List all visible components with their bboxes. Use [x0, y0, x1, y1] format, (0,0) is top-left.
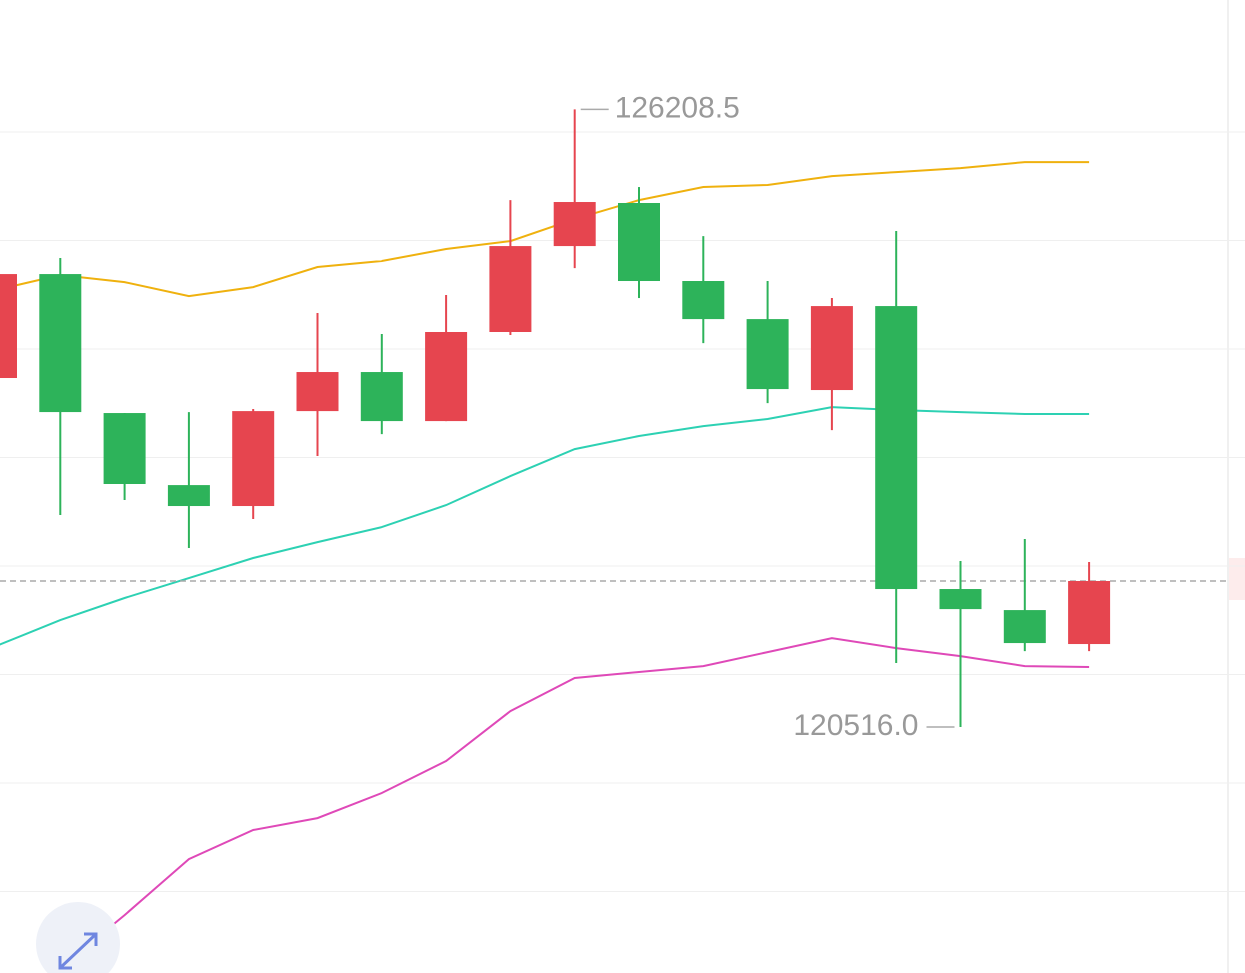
- candle-body: [103, 413, 146, 485]
- annotation-label: 120516.0: [793, 709, 918, 742]
- candle-body: [810, 306, 853, 391]
- candle-body: [0, 274, 17, 379]
- band-line: [0, 161, 1090, 298]
- candle-body: [296, 372, 339, 412]
- annotation-label: 126208.5: [615, 91, 740, 124]
- candle: [360, 334, 403, 435]
- candle: [425, 295, 468, 422]
- plot-area: 126208.5 120516.0: [0, 91, 1245, 969]
- candle-body: [1068, 581, 1111, 645]
- candle-body: [875, 306, 918, 590]
- candle: [875, 230, 918, 664]
- candle-body: [489, 246, 532, 333]
- candle: [489, 200, 532, 336]
- candle: [0, 274, 17, 379]
- candle-body: [618, 202, 660, 282]
- zoom-icon[interactable]: [58, 932, 98, 970]
- candle: [167, 412, 210, 549]
- candle-body: [682, 281, 725, 320]
- candle-body: [425, 332, 468, 422]
- zoom-button[interactable]: [36, 902, 120, 973]
- band-line: [0, 406, 1090, 646]
- candle-body: [39, 274, 82, 413]
- candle-body: [553, 202, 596, 247]
- candle: [810, 298, 853, 431]
- band-line: [59, 637, 1090, 969]
- candle: [618, 187, 660, 299]
- candle: [1003, 539, 1046, 652]
- candle: [39, 258, 82, 516]
- candle: [296, 313, 339, 457]
- candle-body: [232, 411, 275, 507]
- candle-body: [360, 372, 403, 422]
- candle-body: [746, 319, 789, 390]
- candle: [103, 413, 146, 501]
- candle: [553, 109, 596, 269]
- candle: [682, 236, 725, 344]
- zoom-button-bg[interactable]: [36, 902, 120, 973]
- price-tag: [1229, 558, 1245, 600]
- candle-body: [1003, 610, 1046, 644]
- candle: [1068, 562, 1111, 652]
- candle: [746, 281, 789, 404]
- candle-body: [167, 485, 210, 507]
- candle: [232, 409, 275, 520]
- candle: [939, 561, 982, 728]
- candle-body: [939, 589, 982, 610]
